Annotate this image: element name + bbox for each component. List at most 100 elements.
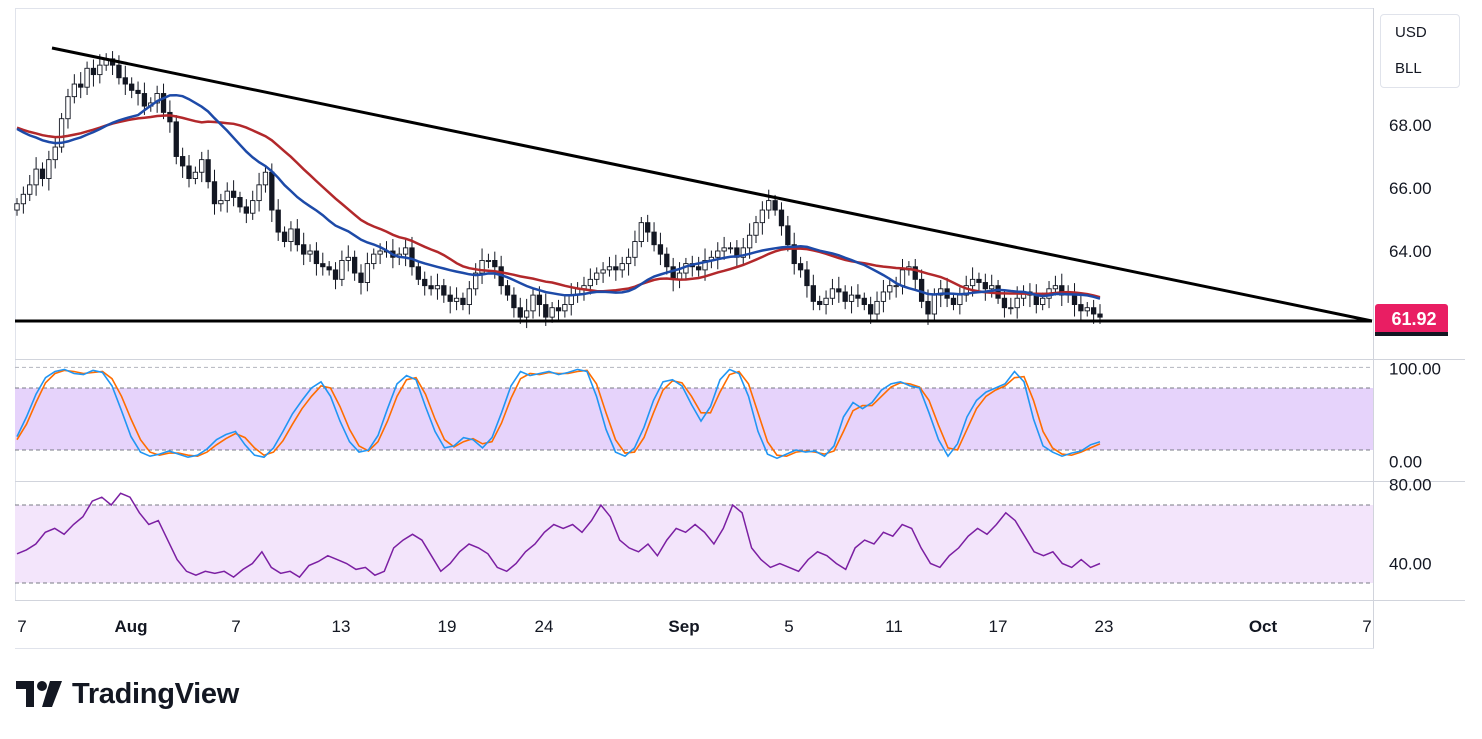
- stoch-tick-label: 100.00: [1389, 359, 1441, 378]
- candle-body: [804, 269, 810, 287]
- candle-body: [179, 156, 186, 167]
- candle-body: [135, 89, 141, 94]
- candle-body: [740, 247, 746, 258]
- stoch-d-line: [16, 369, 1101, 458]
- candle-body: [893, 285, 899, 288]
- candle-body: [84, 67, 90, 88]
- price-tick-label: 64.00: [1389, 242, 1432, 261]
- price-axis[interactable]: 68.00 66.00 64.00: [1389, 116, 1432, 261]
- time-axis[interactable]: 7 Aug 7 13 19 24 Sep 5 11 17 23 Oct 7: [17, 617, 1371, 636]
- candle-body: [281, 231, 288, 243]
- candle-body: [415, 266, 421, 280]
- candle-body: [969, 278, 976, 287]
- time-tick-label: 7: [231, 617, 240, 636]
- time-tick-label: 7: [1362, 617, 1371, 636]
- candle-body: [58, 118, 65, 148]
- candle-body: [912, 266, 918, 280]
- candle-body: [645, 222, 651, 233]
- candle-body: [14, 203, 20, 211]
- candle-body: [517, 307, 523, 318]
- sma-red-line: [16, 114, 1101, 299]
- candle-body: [154, 93, 160, 104]
- candle-body: [33, 168, 39, 186]
- candle-body: [167, 111, 173, 123]
- candle-body: [199, 159, 205, 173]
- time-tick-label: Oct: [1249, 617, 1278, 636]
- candle-body: [702, 260, 708, 271]
- candle-body: [288, 228, 294, 242]
- candle-body: [696, 266, 702, 271]
- candle-body: [868, 304, 874, 315]
- candle-body: [269, 171, 275, 211]
- candle-body: [555, 307, 562, 312]
- candle-body: [237, 196, 243, 208]
- descending-trendline[interactable]: [51, 46, 1373, 323]
- candle-body: [65, 96, 71, 120]
- time-tick-label: 11: [885, 617, 903, 636]
- tradingview-logo-icon: [16, 681, 62, 707]
- candle-body: [301, 244, 307, 255]
- time-tick-label: 5: [784, 617, 793, 636]
- candle-body: [447, 294, 453, 302]
- candle-body: [523, 310, 530, 318]
- stoch-tick-label: 0.00: [1389, 453, 1422, 472]
- candle-body: [543, 304, 549, 318]
- candle-body: [963, 285, 969, 296]
- candle-body: [160, 93, 167, 113]
- brand-name: TradingView: [72, 677, 239, 710]
- candle-body: [78, 83, 84, 88]
- currency-label: USD: [1395, 24, 1427, 41]
- rsi-axis[interactable]: 80.00 40.00: [1389, 476, 1432, 574]
- sma-blue-line: [16, 93, 1101, 300]
- candle-body: [976, 278, 982, 283]
- tradingview-logo[interactable]: TradingView: [16, 676, 239, 712]
- candle-body: [625, 256, 632, 265]
- last-price-label: 61.92: [1391, 309, 1436, 329]
- candle-body: [243, 206, 249, 214]
- currency-unit-box[interactable]: USD BLL: [1380, 14, 1460, 88]
- candle-body: [1052, 285, 1059, 290]
- candle-body: [810, 285, 816, 302]
- candle-body: [1014, 297, 1020, 309]
- stoch-axis[interactable]: 100.00 0.00: [1389, 359, 1441, 471]
- candle-body: [307, 250, 313, 255]
- candle-body: [339, 260, 345, 280]
- candle-body: [192, 171, 199, 180]
- candle-body: [441, 285, 447, 296]
- candle-body: [1084, 307, 1090, 312]
- candle-body: [746, 234, 753, 249]
- candle-body: [205, 159, 211, 183]
- candle-body: [473, 272, 479, 290]
- candle-body: [511, 294, 517, 309]
- candle-body: [721, 247, 727, 252]
- candle-body: [549, 307, 555, 318]
- stoch-band: [15, 388, 1373, 450]
- candle-body: [880, 291, 887, 302]
- candle-body: [409, 247, 415, 268]
- time-tick-label: 19: [438, 617, 457, 636]
- candle-body: [90, 67, 97, 76]
- candle-body: [619, 263, 625, 271]
- candle-body: [256, 184, 262, 202]
- candle-body: [848, 294, 855, 302]
- stoch-k-line: [16, 368, 1101, 460]
- candle-body: [594, 272, 600, 280]
- unit-label: BLL: [1395, 60, 1422, 77]
- candle-body: [861, 297, 867, 306]
- candle-body: [785, 225, 791, 246]
- candle-body: [874, 300, 880, 315]
- candle-body: [402, 247, 409, 255]
- candle-body: [957, 294, 963, 306]
- time-tick-label: 24: [535, 617, 554, 636]
- candle-body: [982, 282, 988, 290]
- candle-body: [657, 244, 664, 255]
- candle-body: [428, 285, 434, 290]
- candle-body: [371, 253, 377, 265]
- time-tick-label: 17: [989, 617, 1008, 636]
- candle-body: [829, 288, 836, 299]
- candles-group: [14, 51, 1103, 329]
- candle-body: [791, 244, 797, 265]
- candle-body: [27, 184, 33, 195]
- time-tick-label: 23: [1095, 617, 1114, 636]
- candle-body: [122, 77, 128, 85]
